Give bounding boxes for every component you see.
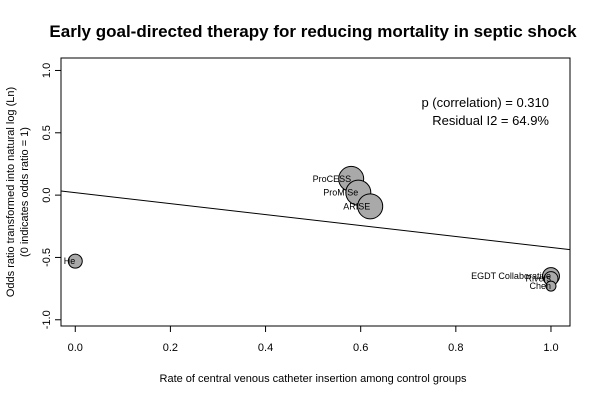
y-tick-label: 0.5 <box>41 125 53 140</box>
y-axis-label-line1: Odds ratio transformed into natural log … <box>5 87 17 297</box>
plot-area <box>60 57 571 327</box>
residual-annotation: Residual I2 = 64.9% <box>432 113 549 128</box>
point-label: He <box>64 256 76 266</box>
point-label: ProCESS <box>313 174 352 184</box>
x-tick-label: 0.0 <box>68 342 83 354</box>
data-point <box>545 280 557 292</box>
x-tick-label: 0.8 <box>448 342 463 354</box>
point-label: Chen <box>529 281 551 291</box>
regression-line <box>60 190 571 251</box>
chart-title: Early goal-directed therapy for reducing… <box>49 22 577 41</box>
y-axis: -1.0 -0.5 0.0 0.5 1.0 <box>41 63 61 329</box>
y-tick-label: 0.0 <box>41 187 53 202</box>
x-tick-label: 0.6 <box>353 342 368 354</box>
x-tick-label: 1.0 <box>543 342 558 354</box>
y-tick-label: -0.5 <box>41 248 53 267</box>
y-tick-label: -1.0 <box>41 310 53 329</box>
point-label: ProMISe <box>323 188 358 198</box>
y-axis-label-line2: (0 indicates odds ratio = 1) <box>19 127 31 257</box>
correlation-annotation: p (correlation) = 0.310 <box>421 95 549 110</box>
x-tick-label: 0.2 <box>163 342 178 354</box>
point-label: ARISE <box>343 201 370 211</box>
point-label: Rivers <box>525 274 551 284</box>
x-axis: 0.0 0.2 0.4 0.6 0.8 1.0 <box>68 326 559 354</box>
data-points: He ProCESS ProMISe ARISE EGDT CollaborativeR… <box>64 165 560 292</box>
x-axis-label: Rate of central venous catheter insertio… <box>160 373 467 385</box>
y-tick-label: 1.0 <box>41 63 53 78</box>
point-label: EGDT Collaborative <box>471 271 551 281</box>
x-tick-label: 0.4 <box>258 342 273 354</box>
data-point <box>357 193 384 220</box>
data-point <box>67 253 83 269</box>
